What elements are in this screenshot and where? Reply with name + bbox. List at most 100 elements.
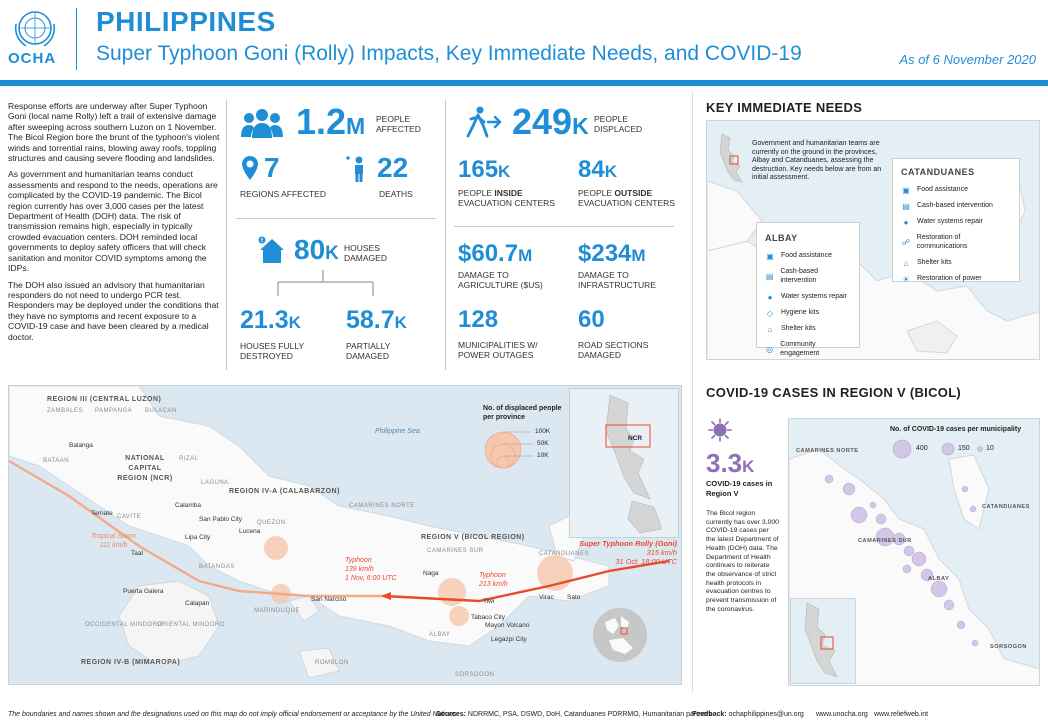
- partial-unit: K: [394, 313, 407, 332]
- covid-case-marker: [943, 599, 955, 611]
- need-6-icon: ◎: [766, 345, 774, 354]
- infra-label-2: INFRASTRUCTURE: [578, 280, 656, 290]
- province-label: OCCIDENTAL MINDORO: [85, 622, 163, 628]
- town-label: Tiwi: [483, 598, 495, 605]
- region-5-label: REGION V (BICOL REGION): [421, 534, 525, 541]
- covid-case-marker: [903, 545, 915, 557]
- virus-icon: [708, 418, 732, 442]
- power-label-2: POWER OUTAGES: [458, 350, 534, 360]
- ts-speed: 111 km/h: [99, 542, 128, 549]
- track-super-typhoon-label: Super Typhoon Rolly (Goni) 315 km/h 31 Oct…: [557, 539, 677, 566]
- covid-case-marker: [869, 501, 877, 509]
- covid-title: COVID-19 CASES IN REGION V (BICOL): [706, 385, 962, 400]
- need-3-icon: ●: [767, 292, 773, 302]
- needs-inset-map: [712, 132, 752, 188]
- org-name: OCHA: [8, 50, 57, 67]
- catanduanes-needs-box: CATANDUANES ▣ Food assistance ▤ Cash-based …: [892, 158, 1020, 284]
- regions-number: 7: [264, 152, 280, 183]
- covid-case-marker: [971, 639, 979, 647]
- province-label: ROMBLON: [315, 660, 349, 666]
- column-divider: [226, 100, 227, 370]
- covid-unit: K: [742, 457, 755, 476]
- albay-title: ALBAY: [765, 233, 798, 243]
- albay-needs-box: ALBAY ▣ Food assistance ▤ Cash-based interv…: [756, 222, 860, 357]
- covid-province-albay: ALBAY: [928, 576, 950, 582]
- town-label: Calamba: [175, 502, 202, 509]
- displaced-legend-bubbles: [484, 431, 533, 469]
- destroyed-number: 21.3: [240, 306, 289, 334]
- affected-label-1: PEOPLE: [376, 114, 411, 124]
- covid-case-marker: [911, 551, 927, 567]
- needs-note: Government and humanitarian teams are cu…: [752, 140, 882, 182]
- need-3-icon: ●: [903, 217, 909, 227]
- needs-item: ▤ Cash-based intervention: [901, 201, 1011, 211]
- stat-displaced: 249K PEOPLE DISPLACED: [466, 104, 666, 144]
- footer-feedback-email[interactable]: ochaphilippines@un.org: [728, 711, 804, 718]
- province-label: ORIENTAL MINDORO: [157, 622, 226, 628]
- inside-number: 165: [458, 156, 499, 183]
- sty-speed: 315 km/h: [646, 548, 677, 557]
- ty2-speed: 213 km/h: [479, 581, 508, 588]
- town-label: Lucena: [239, 528, 261, 535]
- ty1-speed: 139 km/h: [345, 566, 374, 573]
- need-5-icon: ⌂: [903, 258, 909, 268]
- agri-number: $60.7: [458, 240, 519, 267]
- inset-ncr-label: NCR: [628, 435, 643, 442]
- footer-sources-label: Sources:: [436, 711, 466, 718]
- needs-item: ◇ Hygiene kits: [765, 308, 851, 318]
- map-legend-title: No. of displaced people per province: [483, 405, 562, 421]
- page-title: PHILIPPINES: [96, 6, 276, 37]
- needs-item: ▣ Food assistance: [765, 251, 851, 261]
- region-4b-label: REGION IV-B (MIMAROPA): [81, 659, 181, 666]
- footer-sources: NDRRMC, PSA, DSWD, DoH, Catanduanes PDRR…: [467, 711, 712, 718]
- stat-regions: 7 REGIONS AFFECTED: [240, 154, 350, 200]
- right-column-divider: [692, 92, 693, 692]
- house-icon: [258, 236, 284, 263]
- intro-paragraph-3: The DOH also issued an advisory that hum…: [8, 279, 219, 342]
- un-emblem-icon: [14, 11, 56, 47]
- stats-column-divider: [445, 100, 446, 370]
- globe-map-icon: [605, 616, 633, 654]
- covid-philippines-inset-icon: [804, 602, 838, 678]
- agri-label-1: DAMAGE TO: [458, 270, 509, 280]
- displaced-label-2: DISPLACED: [594, 124, 643, 134]
- town-label: San Pablo City: [199, 516, 242, 523]
- ty2-label: Typhoon: [479, 572, 506, 579]
- town-label: Mayon Volcano: [485, 622, 530, 629]
- agri-unit: M: [518, 246, 533, 265]
- footer-disclaimer: The boundaries and names shown and the d…: [8, 711, 459, 718]
- houses-label-2: DAMAGED: [344, 253, 387, 263]
- footer-link-reliefweb[interactable]: www.reliefweb.int: [874, 711, 929, 718]
- covid-number: 3.3: [706, 448, 743, 478]
- people-icon: [241, 109, 283, 138]
- outside-label-2: EVACUATION CENTERS: [578, 198, 675, 208]
- outside-label-1a: PEOPLE: [578, 188, 615, 198]
- displaced-number: 249: [512, 101, 573, 142]
- intro-paragraph-1: Response efforts are underway after Supe…: [8, 101, 220, 164]
- inside-label-1b: INSIDE: [494, 188, 523, 198]
- regions-label: REGIONS AFFECTED: [240, 189, 326, 199]
- needs-item: ☍ Restoration of communications: [901, 233, 1011, 251]
- catanduanes-needs-list: ▣ Food assistance ▤ Cash-based intervention…: [901, 185, 1011, 284]
- town-label: Legazpi City: [491, 636, 527, 643]
- stat-agriculture: $60.7M DAMAGE TO AGRICULTURE ($US): [458, 242, 573, 298]
- partial-label-1: PARTIALLY: [346, 341, 391, 351]
- needs-item-label: Cash-based intervention: [780, 268, 819, 284]
- needs-item: ☀ Restoration of power: [901, 274, 1011, 284]
- town-label: Lipa City: [185, 534, 211, 541]
- albay-needs-list: ▣ Food assistance ▤ Cash-based intervention…: [765, 251, 851, 358]
- ty1-label: Typhoon: [345, 557, 372, 564]
- philippines-inset-icon: [719, 133, 743, 183]
- needs-item-label: Food assistance: [781, 252, 832, 259]
- covid-province-camarines-norte: CAMARINES NORTE: [796, 448, 859, 454]
- stat-power: 128 MUNICIPALITIES W/POWER OUTAGES: [458, 308, 573, 364]
- covid-text: The Bicol region currently has over 3,00…: [706, 510, 779, 613]
- needs-item: ▣ Food assistance: [901, 185, 1011, 195]
- footer-link-unocha[interactable]: www.unocha.org: [816, 711, 868, 718]
- covid-case-marker: [892, 532, 906, 546]
- stat-houses-damaged: 80K HOUSES DAMAGED: [258, 234, 428, 270]
- stat-deaths: 22 DEATHS: [345, 154, 435, 200]
- inset-philippines-icon: [605, 394, 663, 534]
- covid-case-marker: [842, 482, 856, 496]
- region-ncr-label: NATIONAL CAPITAL REGION (NCR): [117, 455, 173, 482]
